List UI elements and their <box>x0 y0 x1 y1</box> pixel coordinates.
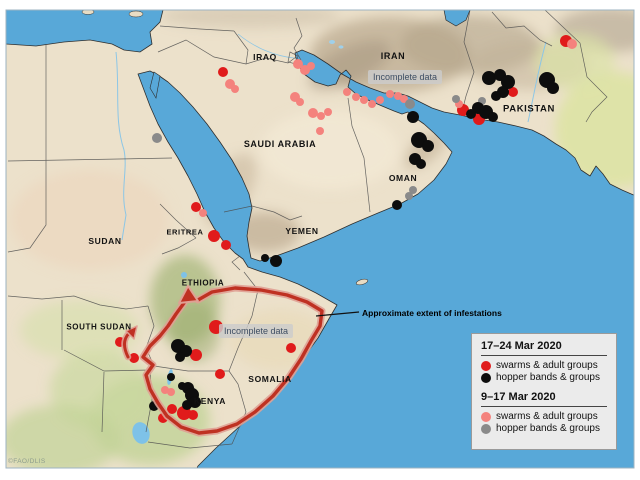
marker-red <box>191 202 201 212</box>
marker-pink <box>376 96 384 104</box>
marker-black <box>261 254 269 262</box>
marker-gray <box>152 133 162 143</box>
marker-black <box>547 82 559 94</box>
legend-divider <box>481 355 607 356</box>
marker-gray <box>405 99 415 109</box>
legend-item-label: swarms & adult groups <box>496 411 598 422</box>
marker-red <box>188 410 198 420</box>
map-frame <box>5 9 635 469</box>
marker-black <box>167 373 175 381</box>
legend: 17–24 Mar 2020 swarms & adult groups hoppe… <box>471 333 617 450</box>
legend-item-label: hopper bands & groups <box>496 372 600 383</box>
marker-red <box>208 230 220 242</box>
marker-black <box>175 352 185 362</box>
region-note-1: Incomplete data <box>367 70 443 84</box>
legend-dot-red <box>481 360 491 371</box>
legend-item-gray: hopper bands & groups <box>481 423 607 434</box>
marker-pink <box>343 88 351 96</box>
legend-dot-pink <box>481 411 491 422</box>
marker-pink <box>308 108 318 118</box>
marker-black <box>416 159 426 169</box>
marker-black <box>501 75 515 89</box>
marker-pink <box>368 100 376 108</box>
legend-section-1: 17–24 Mar 2020 swarms & adult groups hoppe… <box>481 340 607 383</box>
marker-red <box>129 353 139 363</box>
islands <box>81 10 369 286</box>
legend-item-pink: swarms & adult groups <box>481 411 607 422</box>
legend-title: 17–24 Mar 2020 <box>481 340 562 352</box>
marker-black <box>392 200 402 210</box>
marker-red <box>190 349 202 361</box>
marker-pink <box>316 127 324 135</box>
annotation-pointer-line <box>315 311 360 317</box>
marker-pink <box>567 39 577 49</box>
marker-pink <box>394 92 402 100</box>
legend-item-label: swarms & adult groups <box>496 360 598 371</box>
legend-title: 9–17 Mar 2020 <box>481 391 556 403</box>
marker-red <box>286 343 296 353</box>
marker-black <box>482 71 496 85</box>
marker-pink <box>324 108 332 116</box>
legend-dot-black <box>481 372 491 383</box>
marker-gray <box>405 192 413 200</box>
legend-section-2: 9–17 Mar 2020 swarms & adult groups hopper… <box>481 391 607 434</box>
country-borders <box>7 10 608 449</box>
marker-black <box>466 109 476 119</box>
marker-gray <box>452 95 460 103</box>
marker-pink <box>307 62 315 70</box>
legend-item-label: hopper bands & groups <box>496 423 600 434</box>
marker-black <box>422 140 434 152</box>
marker-black <box>491 91 501 101</box>
legend-item-black: hopper bands & groups <box>481 372 607 383</box>
marker-pink <box>231 85 239 93</box>
marker-gray <box>409 186 417 194</box>
markers-layer <box>115 35 577 423</box>
region-note-2: Incomplete data <box>218 324 294 338</box>
marker-red <box>167 404 177 414</box>
marker-pink <box>167 388 175 396</box>
marker-red <box>221 240 231 250</box>
marker-black <box>407 111 419 123</box>
legend-item-red: swarms & adult groups <box>481 360 607 371</box>
marker-pink <box>317 112 325 120</box>
movement-arrowhead <box>125 325 138 340</box>
legend-sections: 17–24 Mar 2020 swarms & adult groups hoppe… <box>481 340 607 434</box>
marker-pink <box>199 209 207 217</box>
marker-black <box>182 400 192 410</box>
marker-red <box>508 87 518 97</box>
legend-divider <box>481 406 607 407</box>
extent-annotation: Approximate extent of infestations <box>362 308 502 318</box>
marker-red <box>215 369 225 379</box>
attribution: ©FAO/DLIS <box>8 458 46 465</box>
infestation-extent-outline <box>121 284 326 437</box>
marker-pink <box>386 90 394 98</box>
extent-arrowhead <box>178 285 199 304</box>
marker-pink <box>293 59 303 69</box>
marker-pink <box>360 96 368 104</box>
marker-pink <box>296 98 304 106</box>
marker-red <box>218 67 228 77</box>
terrain-shading <box>6 10 634 468</box>
marker-black <box>488 112 498 122</box>
marker-pink <box>352 93 360 101</box>
marker-black <box>270 255 282 267</box>
legend-dot-gray <box>481 423 491 434</box>
